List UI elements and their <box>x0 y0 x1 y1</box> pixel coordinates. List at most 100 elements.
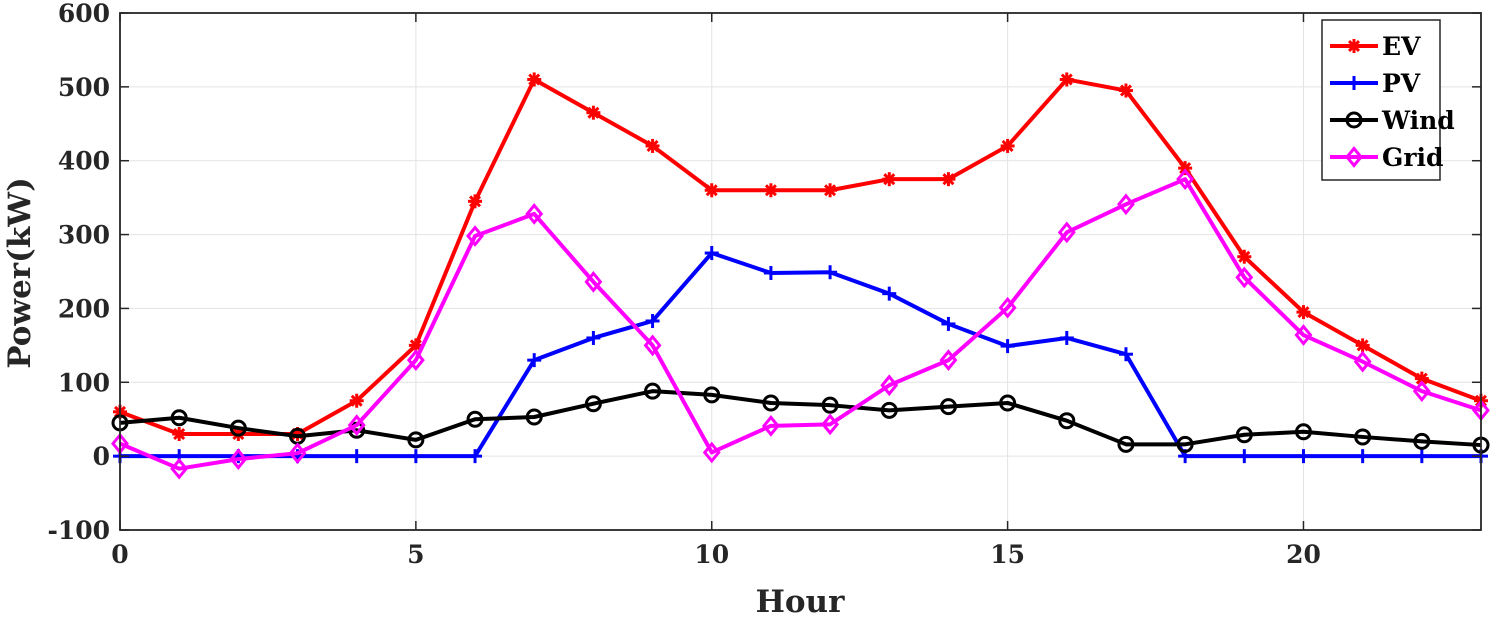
data-point-pv <box>527 353 542 368</box>
data-point-ev <box>172 426 187 441</box>
data-point-wind <box>880 401 898 419</box>
data-point-ev <box>704 183 719 198</box>
data-point-ev <box>763 183 778 198</box>
data-point-grid <box>170 457 189 480</box>
x-tick-label: 0 <box>111 540 128 569</box>
data-point-pv <box>1059 330 1074 345</box>
data-point-wind <box>584 395 602 413</box>
data-point-grid <box>1353 350 1372 373</box>
data-point-ev <box>1118 83 1133 98</box>
data-point-grid <box>347 414 366 436</box>
x-tick-label: 20 <box>1286 540 1321 569</box>
legend-marker-pv <box>1347 76 1361 90</box>
legend-item-ev: EV <box>1330 32 1421 61</box>
legend-label-wind: Wind <box>1381 106 1455 135</box>
y-tick-label: 600 <box>58 0 110 28</box>
data-point-wind <box>407 431 425 449</box>
legend-marker-ev <box>1347 39 1361 53</box>
axes <box>119 12 1482 531</box>
data-point-wind <box>525 408 543 426</box>
data-point-wind <box>999 394 1017 412</box>
data-point-wind <box>1235 426 1253 444</box>
x-tick-label: 10 <box>694 540 729 569</box>
y-tick-label: 0 <box>93 442 110 471</box>
data-point-pv <box>1296 449 1311 464</box>
data-point-grid <box>1176 168 1195 191</box>
legend: EV PV Wind Grid <box>1321 19 1455 181</box>
data-point-wind <box>229 419 247 437</box>
legend-item-grid: Grid <box>1330 143 1444 172</box>
data-point-ev <box>527 72 542 87</box>
y-tick-label: 500 <box>58 73 110 102</box>
data-point-grid <box>1117 193 1135 216</box>
data-point-grid <box>998 296 1017 319</box>
data-point-grid <box>821 413 840 436</box>
data-point-pv <box>1414 449 1429 464</box>
series-line-pv <box>120 251 1481 459</box>
data-point-grid <box>939 349 958 371</box>
data-point-ev <box>1059 72 1074 87</box>
plot-frame <box>119 12 1482 531</box>
data-point-grid <box>643 334 662 357</box>
data-point-grid <box>406 349 425 371</box>
data-point-wind <box>170 409 188 427</box>
y-tick-label: 200 <box>58 294 110 323</box>
data-point-pv <box>408 449 423 464</box>
data-point-pv <box>823 265 838 280</box>
data-point-grid <box>525 203 544 225</box>
series-ev <box>113 72 1488 441</box>
legend-item-pv: PV <box>1330 69 1421 98</box>
data-point-wind <box>1413 432 1431 450</box>
y-axis-title: Power(kW) <box>2 177 38 369</box>
data-point-wind <box>1058 412 1076 430</box>
series-line-ev <box>119 77 1482 436</box>
data-point-ev <box>823 183 838 198</box>
data-point-wind <box>939 398 957 416</box>
data-point-wind <box>1117 435 1135 453</box>
data-point-pv <box>1355 449 1370 464</box>
data-point-ev <box>1355 338 1370 353</box>
data-point-pv <box>882 286 897 301</box>
data-point-grid <box>1057 221 1076 244</box>
data-point-ev <box>882 172 897 187</box>
data-point-wind <box>466 410 484 428</box>
data-point-pv <box>1118 347 1133 362</box>
data-point-pv <box>941 316 956 331</box>
legend-label-ev: EV <box>1382 32 1421 61</box>
legend-label-pv: PV <box>1382 69 1421 98</box>
data-point-grid <box>584 270 603 293</box>
data-point-wind <box>1294 423 1312 441</box>
data-point-grid <box>466 225 484 247</box>
y-tick-label: 400 <box>58 147 110 176</box>
data-point-ev <box>1296 305 1311 320</box>
data-point-grid <box>1235 266 1254 289</box>
data-point-ev <box>1414 371 1429 386</box>
data-point-grid <box>229 448 248 470</box>
data-point-grid <box>1412 380 1431 403</box>
data-point-ev <box>349 393 364 408</box>
data-point-grid <box>761 415 780 437</box>
x-axis-title: Hour <box>756 584 846 620</box>
series-pv <box>113 246 1488 464</box>
data-point-pv <box>586 330 601 345</box>
data-point-ev <box>941 172 956 187</box>
y-tick-label: 300 <box>58 221 110 250</box>
legend-marker-wind <box>1345 111 1363 129</box>
data-point-grid <box>702 441 721 464</box>
data-point-wind <box>703 386 721 404</box>
data-point-ev <box>645 138 660 153</box>
x-tick-label: 15 <box>990 540 1025 569</box>
y-tick-label: 100 <box>58 368 110 397</box>
x-tick-label: 5 <box>407 540 424 569</box>
legend-item-wind: Wind <box>1330 106 1455 135</box>
data-point-pv <box>704 246 719 261</box>
series-grid <box>111 168 1490 480</box>
data-point-grid <box>288 442 307 465</box>
legend-marker-grid <box>1345 146 1363 168</box>
series-line-grid <box>119 177 1482 471</box>
data-point-wind <box>821 396 839 414</box>
data-point-pv <box>1237 449 1252 464</box>
